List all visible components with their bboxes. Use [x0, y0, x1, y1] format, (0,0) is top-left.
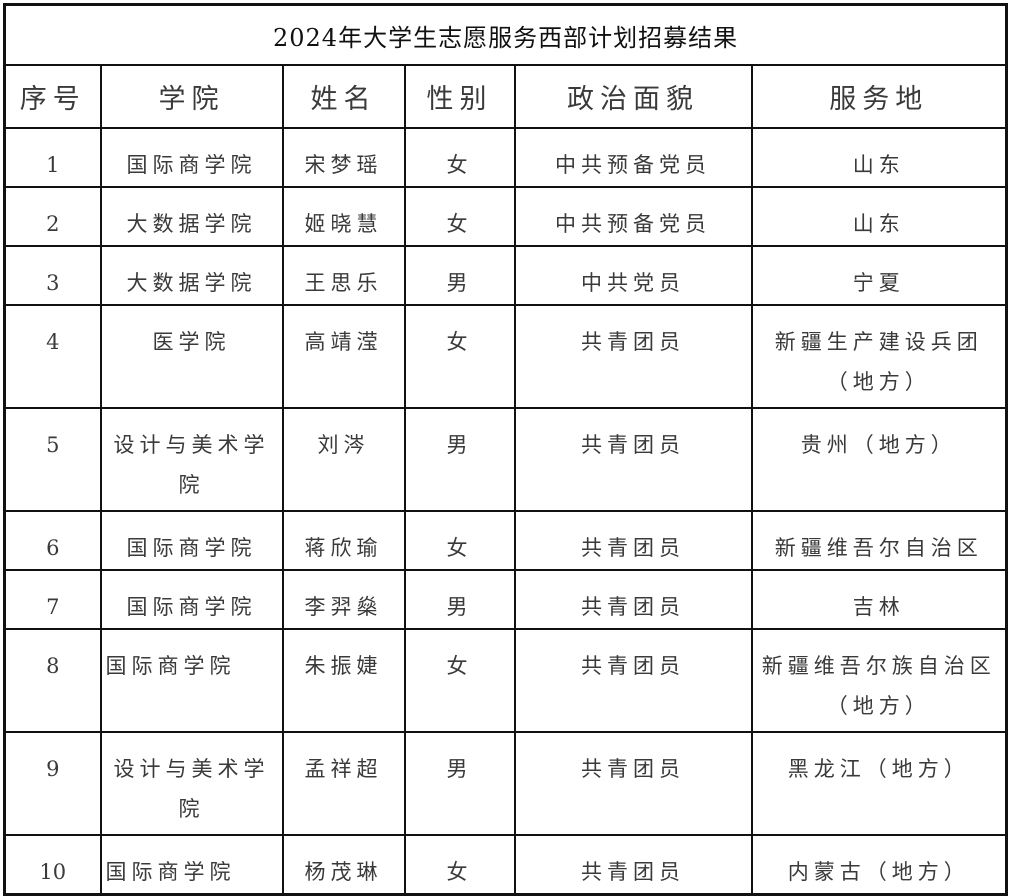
- cell-gender: 男: [403, 731, 516, 836]
- cell-political-status: 共青团员: [513, 731, 753, 836]
- cell-no: 8: [3, 628, 102, 733]
- cell-college: 国际商学院: [99, 834, 284, 896]
- cell-gender: 男: [403, 569, 516, 630]
- cell-name: 高靖滢: [281, 304, 406, 409]
- recruitment-results-table: 2024年大学生志愿服务西部计划招募结果 序号 学院 姓名 性别 政治面貌 服务…: [3, 3, 1009, 896]
- cell-no: 1: [3, 127, 102, 188]
- cell-political-status: 共青团员: [513, 569, 753, 630]
- cell-gender: 女: [403, 304, 516, 409]
- cell-service-location: 新疆生产建设兵团（地方）: [750, 304, 1008, 409]
- table-row: 9 设计与美术学院 孟祥超男共青团员 黑龙江（地方）: [3, 731, 1008, 836]
- header-political-status: 政治面貌: [513, 64, 753, 129]
- cell-no: 4: [3, 304, 102, 409]
- table-title: 2024年大学生志愿服务西部计划招募结果: [3, 3, 1008, 66]
- cell-gender: 女: [403, 510, 516, 571]
- header-gender: 性别: [403, 64, 516, 129]
- cell-no: 2: [3, 186, 102, 247]
- cell-political-status: 中共党员: [513, 245, 753, 306]
- cell-service-location: 新疆维吾尔族自治区（地方）: [750, 628, 1008, 733]
- cell-name: 宋梦瑶: [281, 127, 406, 188]
- cell-college: 医学院: [99, 304, 284, 409]
- cell-college: 设计与美术学院: [99, 407, 284, 512]
- header-no: 序号: [3, 64, 102, 129]
- cell-service-location: 贵州（地方）: [750, 407, 1008, 512]
- cell-service-location: 宁夏: [750, 245, 1008, 306]
- cell-service-location: 吉林: [750, 569, 1008, 630]
- header-college: 学院: [99, 64, 284, 129]
- cell-name: 刘涔: [281, 407, 406, 512]
- cell-political-status: 中共预备党员: [513, 127, 753, 188]
- cell-no: 9: [3, 731, 102, 836]
- header-service-location: 服务地: [750, 64, 1008, 129]
- cell-name: 蒋欣瑜: [281, 510, 406, 571]
- header-name: 姓名: [281, 64, 406, 129]
- cell-name: 杨茂琳: [281, 834, 406, 896]
- table-row: 8 国际商学院 朱振婕女共青团员 新疆维吾尔族自治区（地方）: [3, 628, 1008, 733]
- cell-gender: 男: [403, 407, 516, 512]
- cell-college: 国际商学院: [99, 569, 284, 630]
- cell-service-location: 内蒙古（地方）: [750, 834, 1008, 896]
- cell-college: 设计与美术学院: [99, 731, 284, 836]
- cell-service-location: 黑龙江（地方）: [750, 731, 1008, 836]
- table-row: 2 大数据学院 姬晓慧女中共预备党员 山东: [3, 186, 1008, 247]
- cell-no: 10: [3, 834, 102, 896]
- cell-political-status: 共青团员: [513, 628, 753, 733]
- cell-college: 大数据学院: [99, 186, 284, 247]
- table-row: 1 国际商学院 宋梦瑶女中共预备党员 山东: [3, 127, 1008, 188]
- cell-political-status: 中共预备党员: [513, 186, 753, 247]
- table-row: 3 大数据学院 王思乐男中共党员 宁夏: [3, 245, 1008, 306]
- cell-political-status: 共青团员: [513, 304, 753, 409]
- cell-political-status: 共青团员: [513, 510, 753, 571]
- cell-service-location: 山东: [750, 186, 1008, 247]
- header-row: 序号 学院 姓名 性别 政治面貌 服务地: [3, 64, 1008, 129]
- cell-gender: 女: [403, 628, 516, 733]
- cell-gender: 男: [403, 245, 516, 306]
- table-row: 7 国际商学院 李羿燊男共青团员 吉林: [3, 569, 1008, 630]
- cell-political-status: 共青团员: [513, 834, 753, 896]
- cell-name: 朱振婕: [281, 628, 406, 733]
- cell-no: 3: [3, 245, 102, 306]
- cell-political-status: 共青团员: [513, 407, 753, 512]
- cell-name: 姬晓慧: [281, 186, 406, 247]
- cell-name: 李羿燊: [281, 569, 406, 630]
- cell-no: 5: [3, 407, 102, 512]
- cell-no: 6: [3, 510, 102, 571]
- table-row: 5 设计与美术学院 刘涔男共青团员 贵州（地方）: [3, 407, 1008, 512]
- table-row: 10 国际商学院 杨茂琳女共青团员 内蒙古（地方）: [3, 834, 1008, 896]
- cell-college: 国际商学院: [99, 510, 284, 571]
- cell-college: 国际商学院: [99, 127, 284, 188]
- cell-college: 大数据学院: [99, 245, 284, 306]
- cell-service-location: 山东: [750, 127, 1008, 188]
- cell-name: 王思乐: [281, 245, 406, 306]
- cell-no: 7: [3, 569, 102, 630]
- cell-name: 孟祥超: [281, 731, 406, 836]
- cell-gender: 女: [403, 834, 516, 896]
- table-row: 4 医学院 高靖滢女共青团员 新疆生产建设兵团（地方）: [3, 304, 1008, 409]
- cell-service-location: 新疆维吾尔自治区: [750, 510, 1008, 571]
- cell-college: 国际商学院: [99, 628, 284, 733]
- table-row: 6 国际商学院 蒋欣瑜女共青团员 新疆维吾尔自治区: [3, 510, 1008, 571]
- cell-gender: 女: [403, 186, 516, 247]
- cell-gender: 女: [403, 127, 516, 188]
